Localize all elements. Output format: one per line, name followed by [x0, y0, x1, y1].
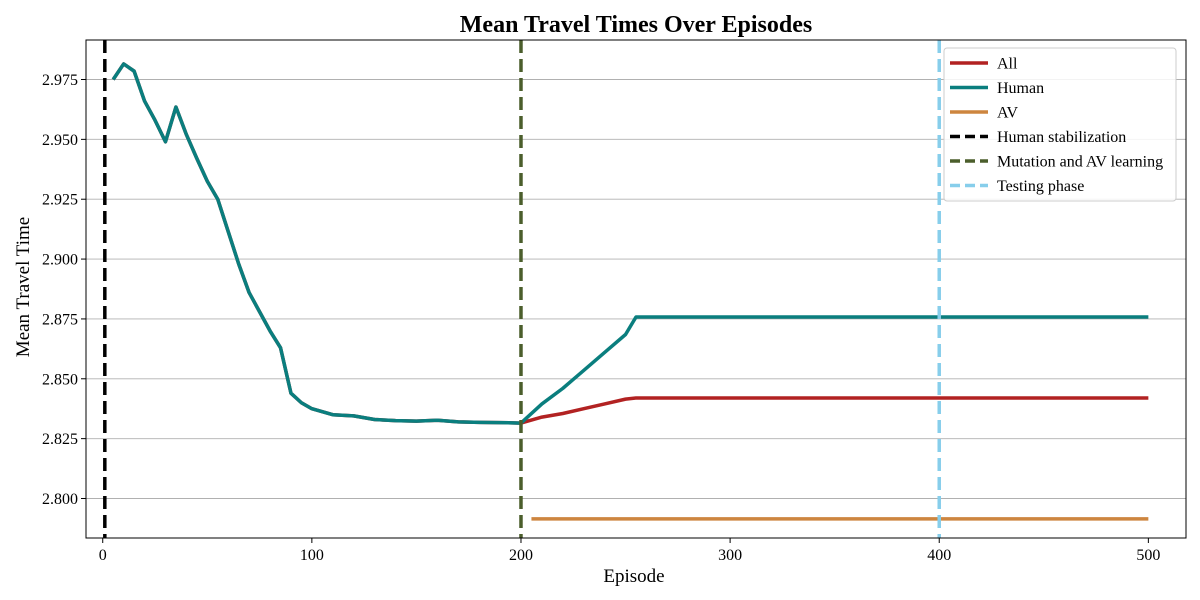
y-tick-label: 2.925: [42, 192, 78, 209]
series-layer: [111, 62, 1149, 521]
chart-title: Mean Travel Times Over Episodes: [460, 12, 812, 38]
y-tick-label: 2.975: [42, 72, 78, 89]
legend-label-testing-phase: Testing phase: [997, 178, 1084, 195]
x-tick-label: 300: [718, 547, 742, 564]
legend-box: [943, 47, 1177, 202]
legend-label-mutation-and-av-learning: Mutation and AV learning: [997, 154, 1163, 171]
legend-label-all: All: [997, 56, 1018, 73]
x-tick-label: 100: [300, 547, 324, 564]
x-axis-ticks: 0 100 200 300 400 500: [99, 538, 1160, 564]
legend: All Human AV Human stabilization Mutation an…: [943, 47, 1177, 202]
legend-label-av: AV: [997, 105, 1018, 122]
y-axis-label: Mean Travel Time: [13, 217, 34, 357]
phase-lines: [103, 40, 941, 538]
x-tick-label: 0: [99, 547, 107, 564]
x-tick-label: 500: [1136, 547, 1160, 564]
x-tick-label: 400: [927, 547, 951, 564]
y-axis-ticks: 2.800 2.825 2.850 2.875 2.900 2.925 2.950 2.975: [42, 72, 86, 508]
legend-label-human-stabilization: Human stabilization: [997, 129, 1126, 146]
plot-frame: [85, 39, 1187, 539]
legend-label-human: Human: [997, 80, 1044, 97]
y-tick-label: 2.950: [42, 132, 78, 149]
grid-lines: [86, 79, 1186, 499]
y-tick-label: 2.825: [42, 431, 78, 448]
x-axis-label: Episode: [603, 566, 664, 587]
y-tick-label: 2.800: [42, 491, 78, 508]
y-tick-label: 2.850: [42, 371, 78, 388]
y-tick-label: 2.875: [42, 311, 78, 328]
series-line-human: [111, 62, 1149, 425]
y-tick-label: 2.900: [42, 252, 78, 269]
x-tick-label: 200: [509, 547, 533, 564]
